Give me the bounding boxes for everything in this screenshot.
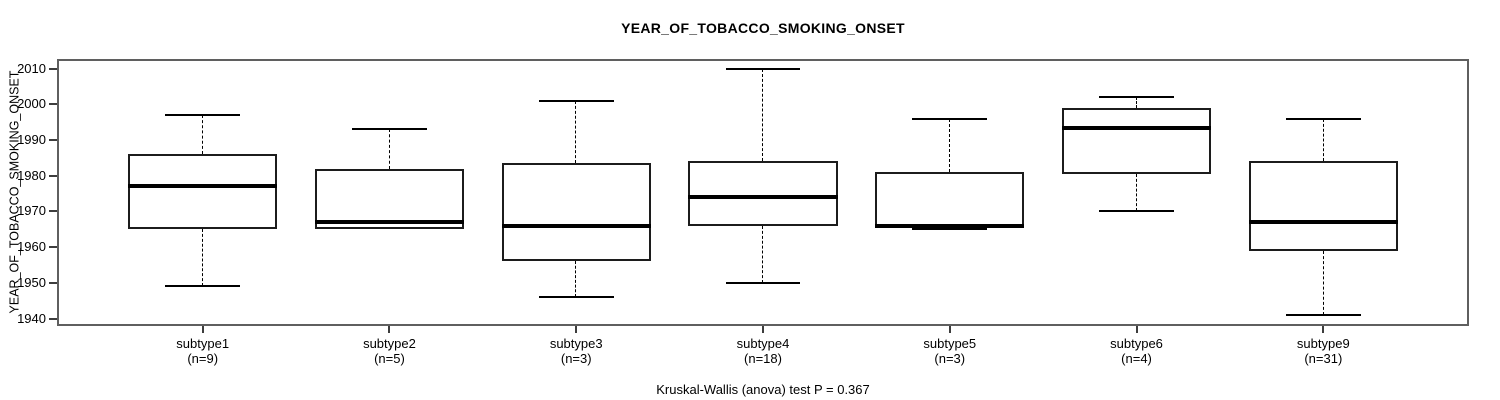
y-tick [49,210,57,213]
box-iqr [501,163,651,262]
chart-title: YEAR_OF_TOBACCO_SMOKING_ONSET [621,20,905,36]
group-n-label: (n=31) [1304,351,1343,366]
whisker-lower-cap [1285,313,1361,316]
y-tick [49,246,57,249]
group-label: subtype3 [549,336,603,351]
x-tick-label: subtype6 (n=4) [1044,336,1230,366]
plot-area [57,59,1469,333]
group-n-label: (n=5) [374,351,405,366]
whisker-lower-line [762,225,764,283]
median-line [688,195,838,200]
y-tick-label: 1970 [17,203,46,219]
whisker-upper-cap [1099,96,1174,99]
group-label: subtype6 [1110,336,1163,351]
whisker-upper-cap [538,99,614,102]
y-tick-label: 2010 [17,60,46,76]
whisker-lower-line [201,229,203,287]
median-line [314,220,465,225]
x-tick-label: subtype2 (n=5) [296,336,482,366]
whisker-upper-cap [1285,117,1361,120]
whisker-lower-line [1322,250,1324,315]
y-tick [49,281,57,284]
group-n-label: (n=9) [187,351,219,366]
group-n-label: (n=3) [560,351,592,366]
whisker-lower-line [1135,173,1137,212]
whisker-lower-cap [1099,210,1174,213]
x-tick [1135,326,1138,333]
y-tick [49,67,57,70]
x-tick [388,326,391,333]
box-iqr [127,154,278,230]
whisker-upper-line [1135,97,1137,108]
x-tick-label: subtype4 (n=18) [670,336,856,366]
group-n-label: (n=18) [744,351,782,366]
whisker-lower-cap [538,296,614,299]
group-label: subtype1 [176,336,230,351]
x-tick-label: subtype5 (n=3) [857,336,1043,366]
y-tick-label: 1940 [17,310,46,326]
median-line [1248,220,1398,225]
y-tick [49,317,57,320]
box-iqr [875,172,1025,228]
y-tick-label: 1980 [17,167,46,183]
whisker-lower-line [575,261,577,298]
group-label: subtype5 [923,336,977,351]
group-label: subtype4 [736,336,790,351]
whisker-upper-cap [165,114,241,117]
box-iqr [688,161,838,226]
plot-frame [57,59,1469,326]
box-iqr [1061,107,1212,174]
median-line [501,223,651,228]
y-tick [49,174,57,177]
box-iqr [314,168,465,230]
whisker-lower-cap [912,228,988,231]
x-tick-label: subtype3 (n=3) [483,336,669,366]
group-label: subtype9 [1296,336,1350,351]
whisker-upper-cap [725,67,801,70]
y-tick-label: 1990 [17,132,46,148]
whisker-upper-line [388,129,390,169]
x-tick-label: subtype9 (n=31) [1230,336,1416,366]
whisker-upper-line [949,118,951,173]
x-tick-label: subtype1 (n=9) [110,336,296,366]
x-tick [762,326,764,333]
whisker-upper-cap [352,128,427,131]
x-tick [201,326,204,333]
group-n-label: (n=3) [934,351,966,366]
whisker-upper-cap [912,117,988,120]
y-tick-label: 2000 [17,96,46,112]
whisker-upper-line [762,68,764,162]
whisker-lower-cap [725,281,801,284]
stat-annotation: Kruskal-Wallis (anova) test P = 0.367 [656,382,870,397]
y-tick [49,139,57,142]
median-line [127,184,278,189]
x-tick [1322,326,1325,333]
y-tick-label: 1960 [17,239,46,255]
x-tick [575,326,578,333]
median-line [875,223,1025,228]
box-iqr [1248,161,1398,251]
y-tick [49,103,57,106]
whisker-upper-line [201,115,203,155]
y-tick-label: 1950 [17,274,46,290]
x-tick [948,326,951,333]
group-n-label: (n=4) [1121,351,1152,366]
whisker-upper-line [575,100,577,164]
whisker-upper-line [1322,118,1324,162]
whisker-lower-cap [165,285,241,288]
group-label: subtype2 [363,336,416,351]
median-line [1061,125,1212,130]
